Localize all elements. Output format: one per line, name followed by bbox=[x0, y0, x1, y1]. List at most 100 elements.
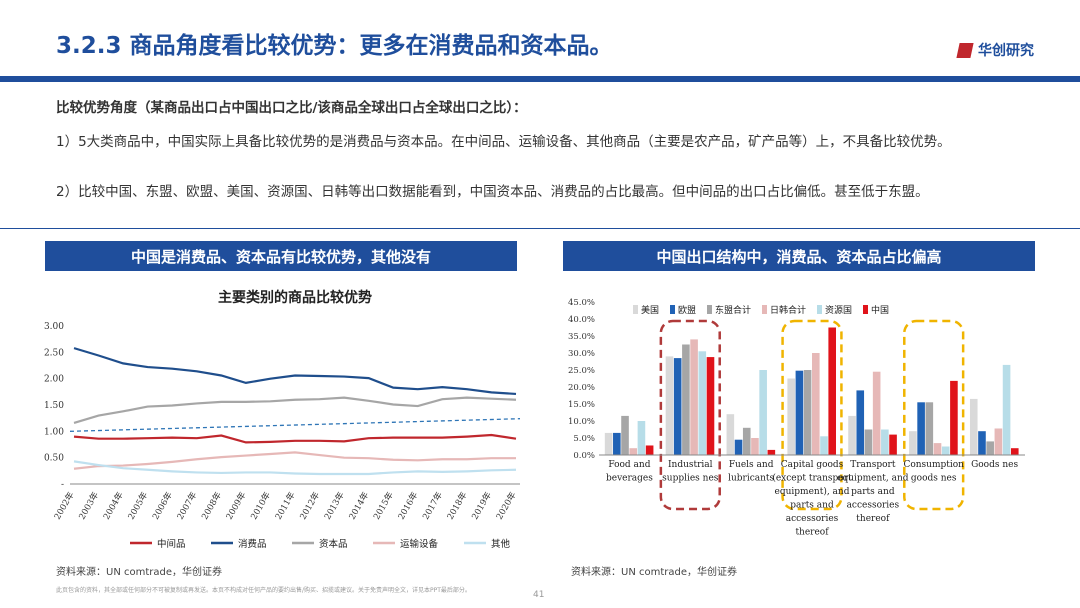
y-tick-label: - bbox=[61, 480, 64, 490]
y-tick-label: 2.50 bbox=[44, 348, 64, 358]
legend-swatch bbox=[633, 305, 638, 314]
bar-美国 bbox=[665, 356, 674, 455]
category-label: Transport bbox=[850, 460, 896, 470]
bar-东盟合计 bbox=[864, 429, 873, 455]
category-label: thereof bbox=[795, 528, 829, 538]
x-tick-label: 2012年 bbox=[298, 490, 323, 522]
series-line-运输设备 bbox=[73, 451, 516, 470]
bar-欧盟 bbox=[795, 370, 804, 455]
x-tick-label: 2008年 bbox=[199, 490, 224, 522]
legend-label: 其他 bbox=[491, 538, 511, 550]
y-tick-label: 10.0% bbox=[568, 417, 595, 427]
x-tick-label: 2003年 bbox=[77, 490, 102, 522]
bar-资源国 bbox=[941, 446, 950, 455]
section-divider bbox=[0, 228, 1080, 229]
y-tick-label: 20.0% bbox=[568, 383, 595, 393]
legend-label: 运输设备 bbox=[400, 538, 439, 550]
intro-point-2: 2）比较中国、东盟、欧盟、美国、资源国、日韩等出口数据能看到，中国资本品、消费品… bbox=[56, 184, 929, 200]
x-tick-label: 2018年 bbox=[445, 490, 470, 522]
x-tick-label: 2014年 bbox=[347, 490, 372, 522]
x-tick-label: 2010年 bbox=[248, 490, 273, 522]
x-tick-label: 2019年 bbox=[469, 490, 494, 522]
header-rule bbox=[0, 76, 1080, 82]
bar-中国 bbox=[950, 380, 958, 455]
bar-欧盟 bbox=[917, 402, 925, 455]
bar-东盟合计 bbox=[682, 344, 690, 455]
x-tick-label: 2002年 bbox=[52, 490, 77, 522]
bar-日韩合计 bbox=[994, 428, 1003, 455]
category-label: Capital goods bbox=[781, 460, 844, 470]
bar-中国 bbox=[645, 445, 654, 455]
bar-资源国 bbox=[637, 421, 646, 455]
x-tick-label: 2015年 bbox=[371, 490, 396, 522]
x-tick-label: 2006年 bbox=[150, 490, 175, 522]
category-label: parts and bbox=[851, 487, 895, 497]
right-source-note: 资料来源：UN comtrade，华创证券 bbox=[571, 567, 737, 578]
page-number: 41 bbox=[533, 590, 545, 600]
x-tick-label: 2004年 bbox=[101, 490, 126, 522]
y-tick-label: 35.0% bbox=[568, 332, 595, 342]
series-line-其他 bbox=[73, 460, 517, 476]
bar-日韩合计 bbox=[933, 443, 942, 455]
page-title: 3.2.3 商品角度看比较优势：更多在消费品和资本品。 bbox=[56, 33, 613, 59]
legend-label: 中间品 bbox=[157, 538, 186, 550]
category-label: accessories bbox=[786, 514, 839, 524]
y-tick-label: 0.0% bbox=[573, 451, 595, 461]
legend-label: 美国 bbox=[641, 304, 659, 316]
category-label: lubricants bbox=[728, 474, 774, 484]
category-label: supplies nes bbox=[662, 474, 719, 484]
bar-中国 bbox=[828, 327, 836, 455]
legend-swatch bbox=[707, 305, 712, 314]
category-label: Food and bbox=[608, 460, 650, 470]
y-tick-label: 1.00 bbox=[44, 427, 64, 437]
y-tick-label: 30.0% bbox=[568, 349, 595, 359]
bar-欧盟 bbox=[856, 390, 865, 455]
y-tick-label: 25.0% bbox=[568, 366, 595, 376]
legend-label: 东盟合计 bbox=[715, 304, 751, 316]
series-line-消费品 bbox=[73, 347, 517, 396]
category-label: beverages bbox=[606, 474, 653, 484]
bar-中国 bbox=[706, 357, 715, 455]
category-label: Goods nes bbox=[971, 460, 1018, 470]
bar-东盟合计 bbox=[742, 427, 751, 455]
bar-中国 bbox=[1010, 448, 1019, 455]
bar-美国 bbox=[726, 414, 735, 455]
legend-swatch bbox=[670, 305, 675, 314]
bar-日韩合计 bbox=[751, 438, 759, 455]
right-chart-banner: 中国出口结构中，消费品、资本品占比偏高 bbox=[563, 241, 1035, 271]
bar-资源国 bbox=[881, 429, 889, 455]
x-tick-label: 2005年 bbox=[126, 490, 151, 522]
legend-swatch bbox=[863, 305, 868, 314]
highlight-box bbox=[659, 319, 721, 511]
bar-东盟合计 bbox=[925, 402, 934, 455]
left-source-note: 资料来源：UN comtrade，华创证券 bbox=[56, 567, 222, 578]
legend-label: 资源国 bbox=[825, 305, 852, 316]
bar-日韩合计 bbox=[690, 339, 698, 455]
category-label: (except transport bbox=[772, 473, 852, 484]
left-chart-banner: 中国是消费品、资本品有比较优势，其他没有 bbox=[45, 241, 517, 271]
legend-label: 欧盟 bbox=[678, 304, 696, 316]
x-tick-label: 2017年 bbox=[420, 490, 445, 522]
bar-日韩合计 bbox=[812, 353, 820, 455]
x-tick-label: 2013年 bbox=[322, 490, 347, 522]
line-chart: 主要类别的商品比较优势 - 0.50 1.00 1.50 2.00 2.50 3.00 2002… bbox=[44, 289, 521, 550]
highlight-box bbox=[903, 319, 965, 511]
category-label: Industrial bbox=[668, 460, 713, 470]
bar-东盟合计 bbox=[986, 441, 994, 455]
y-tick-label: 1.50 bbox=[44, 401, 64, 411]
bar-资源国 bbox=[759, 370, 767, 455]
y-tick-label: 40.0% bbox=[568, 315, 595, 325]
legend-label: 消费品 bbox=[238, 538, 267, 550]
y-tick-label: 45.0% bbox=[568, 298, 595, 308]
x-tick-label: 2007年 bbox=[175, 490, 200, 522]
bar-美国 bbox=[909, 431, 917, 455]
x-tick-label: 2009年 bbox=[224, 490, 249, 522]
bar-东盟合计 bbox=[803, 370, 812, 455]
x-tick-label: 2016年 bbox=[396, 490, 421, 522]
bar-欧盟 bbox=[734, 439, 743, 455]
y-tick-label: 5.0% bbox=[573, 434, 595, 444]
bar-欧盟 bbox=[613, 432, 621, 455]
y-tick-label: 2.00 bbox=[44, 375, 64, 385]
category-label: accessories bbox=[847, 501, 900, 511]
category-label: equipment, and bbox=[837, 474, 909, 484]
